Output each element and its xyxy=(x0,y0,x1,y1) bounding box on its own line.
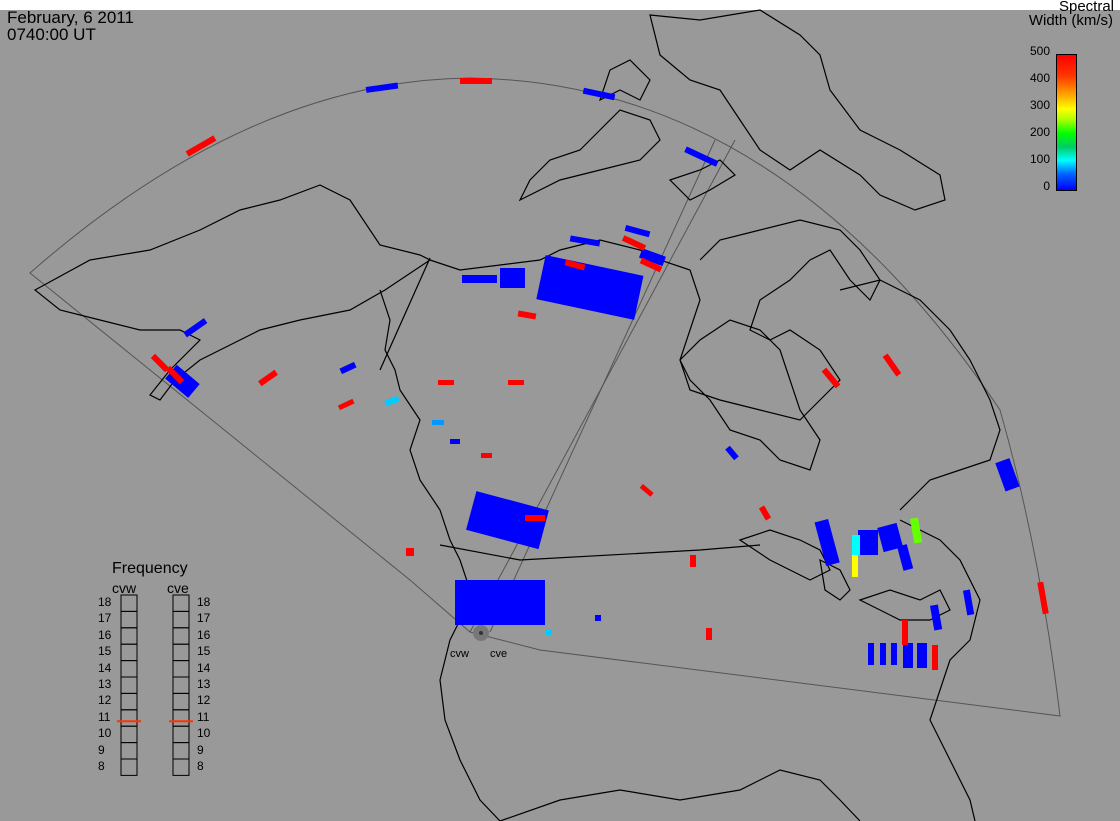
frequency-cell xyxy=(172,709,190,727)
colorbar-title-line2: Width (km/s) xyxy=(1028,12,1113,29)
frequency-level-right: 8 xyxy=(197,759,204,773)
colorbar-tick: 300 xyxy=(1029,98,1050,112)
frequency-cell xyxy=(172,643,190,662)
colorbar-tick: 400 xyxy=(1029,71,1050,85)
echoes-red xyxy=(150,78,1049,670)
frequency-level-left: 9 xyxy=(98,742,105,757)
frequency-title: Frequency xyxy=(112,560,188,577)
colorbar-title-line1: Spectral xyxy=(1058,0,1114,15)
frequency-level-left: 14 xyxy=(98,660,112,675)
frequency-cell xyxy=(172,660,190,678)
colorbar-tick: 0 xyxy=(1043,179,1050,193)
frequency-cell xyxy=(120,742,138,760)
frequency-cell xyxy=(120,758,138,776)
site-label-cve: cve xyxy=(490,648,508,660)
frequency-cell xyxy=(172,676,190,694)
frequency-cell xyxy=(172,758,190,776)
frequency-cell xyxy=(120,709,138,727)
frequency-level-right: 12 xyxy=(197,693,211,708)
frequency-cell xyxy=(172,725,190,744)
frequency-level-left: 16 xyxy=(98,627,112,642)
frequency-boxes xyxy=(120,594,190,776)
frequency-cell xyxy=(120,725,138,744)
frequency-level-right: 14 xyxy=(197,660,211,675)
timestamp-header: February, 6 2011 0740:00 UT xyxy=(7,9,134,43)
frequency-cell xyxy=(172,742,190,760)
frequency-cell xyxy=(172,610,190,629)
frequency-level-right: 17 xyxy=(197,611,211,626)
date-label: February, 6 2011 xyxy=(7,8,134,27)
echoes-blue xyxy=(165,82,1020,668)
frequency-level-right: 18 xyxy=(197,595,211,609)
radar-fov-outline xyxy=(29,77,1061,717)
colorbar-tick: 100 xyxy=(1029,152,1050,166)
frequency-cell xyxy=(172,594,190,612)
coastlines xyxy=(33,9,1001,821)
frequency-level-left: 18 xyxy=(98,595,112,609)
frequency-cell xyxy=(120,610,138,629)
colorbar-tick: 200 xyxy=(1029,125,1050,139)
frequency-level-left: 13 xyxy=(98,677,112,691)
frequency-level-right: 11 xyxy=(197,709,210,724)
frequency-level-left: 10 xyxy=(98,726,112,741)
frequency-level-right: 13 xyxy=(197,677,211,691)
frequency-level-left: 8 xyxy=(98,759,105,773)
frequency-level-left: 12 xyxy=(98,693,112,708)
frequency-level-right: 9 xyxy=(197,742,204,757)
radar-site xyxy=(473,625,489,641)
time-label: 0740:00 UT xyxy=(7,25,96,44)
frequency-level-right: 16 xyxy=(197,627,211,642)
radar-label-cvw: cvw xyxy=(112,580,137,596)
frequency-cell xyxy=(120,627,138,645)
colorbar-title: Spectral Width (km/s) xyxy=(1004,0,1114,28)
frequency-cell xyxy=(120,660,138,678)
frequency-cell xyxy=(120,643,138,662)
frequency-level-left: 11 xyxy=(98,709,111,724)
frequency-cell xyxy=(120,594,138,612)
frequency-cell xyxy=(120,692,138,711)
site-label-cvw: cvw xyxy=(450,648,469,660)
top-strip xyxy=(0,0,1120,10)
frequency-cell xyxy=(172,627,190,645)
frequency-level-left: 17 xyxy=(98,611,112,626)
echoes-other xyxy=(384,395,923,635)
colorbar-tick: 500 xyxy=(1029,44,1050,58)
radar-label-cve: cve xyxy=(167,580,189,596)
frequency-cell xyxy=(172,692,190,711)
colorbar-scale xyxy=(1056,54,1077,191)
frequency-cell xyxy=(120,676,138,694)
frequency-level-right: 15 xyxy=(197,644,211,659)
frequency-level-right: 10 xyxy=(197,726,211,741)
frequency-level-left: 15 xyxy=(98,644,112,659)
